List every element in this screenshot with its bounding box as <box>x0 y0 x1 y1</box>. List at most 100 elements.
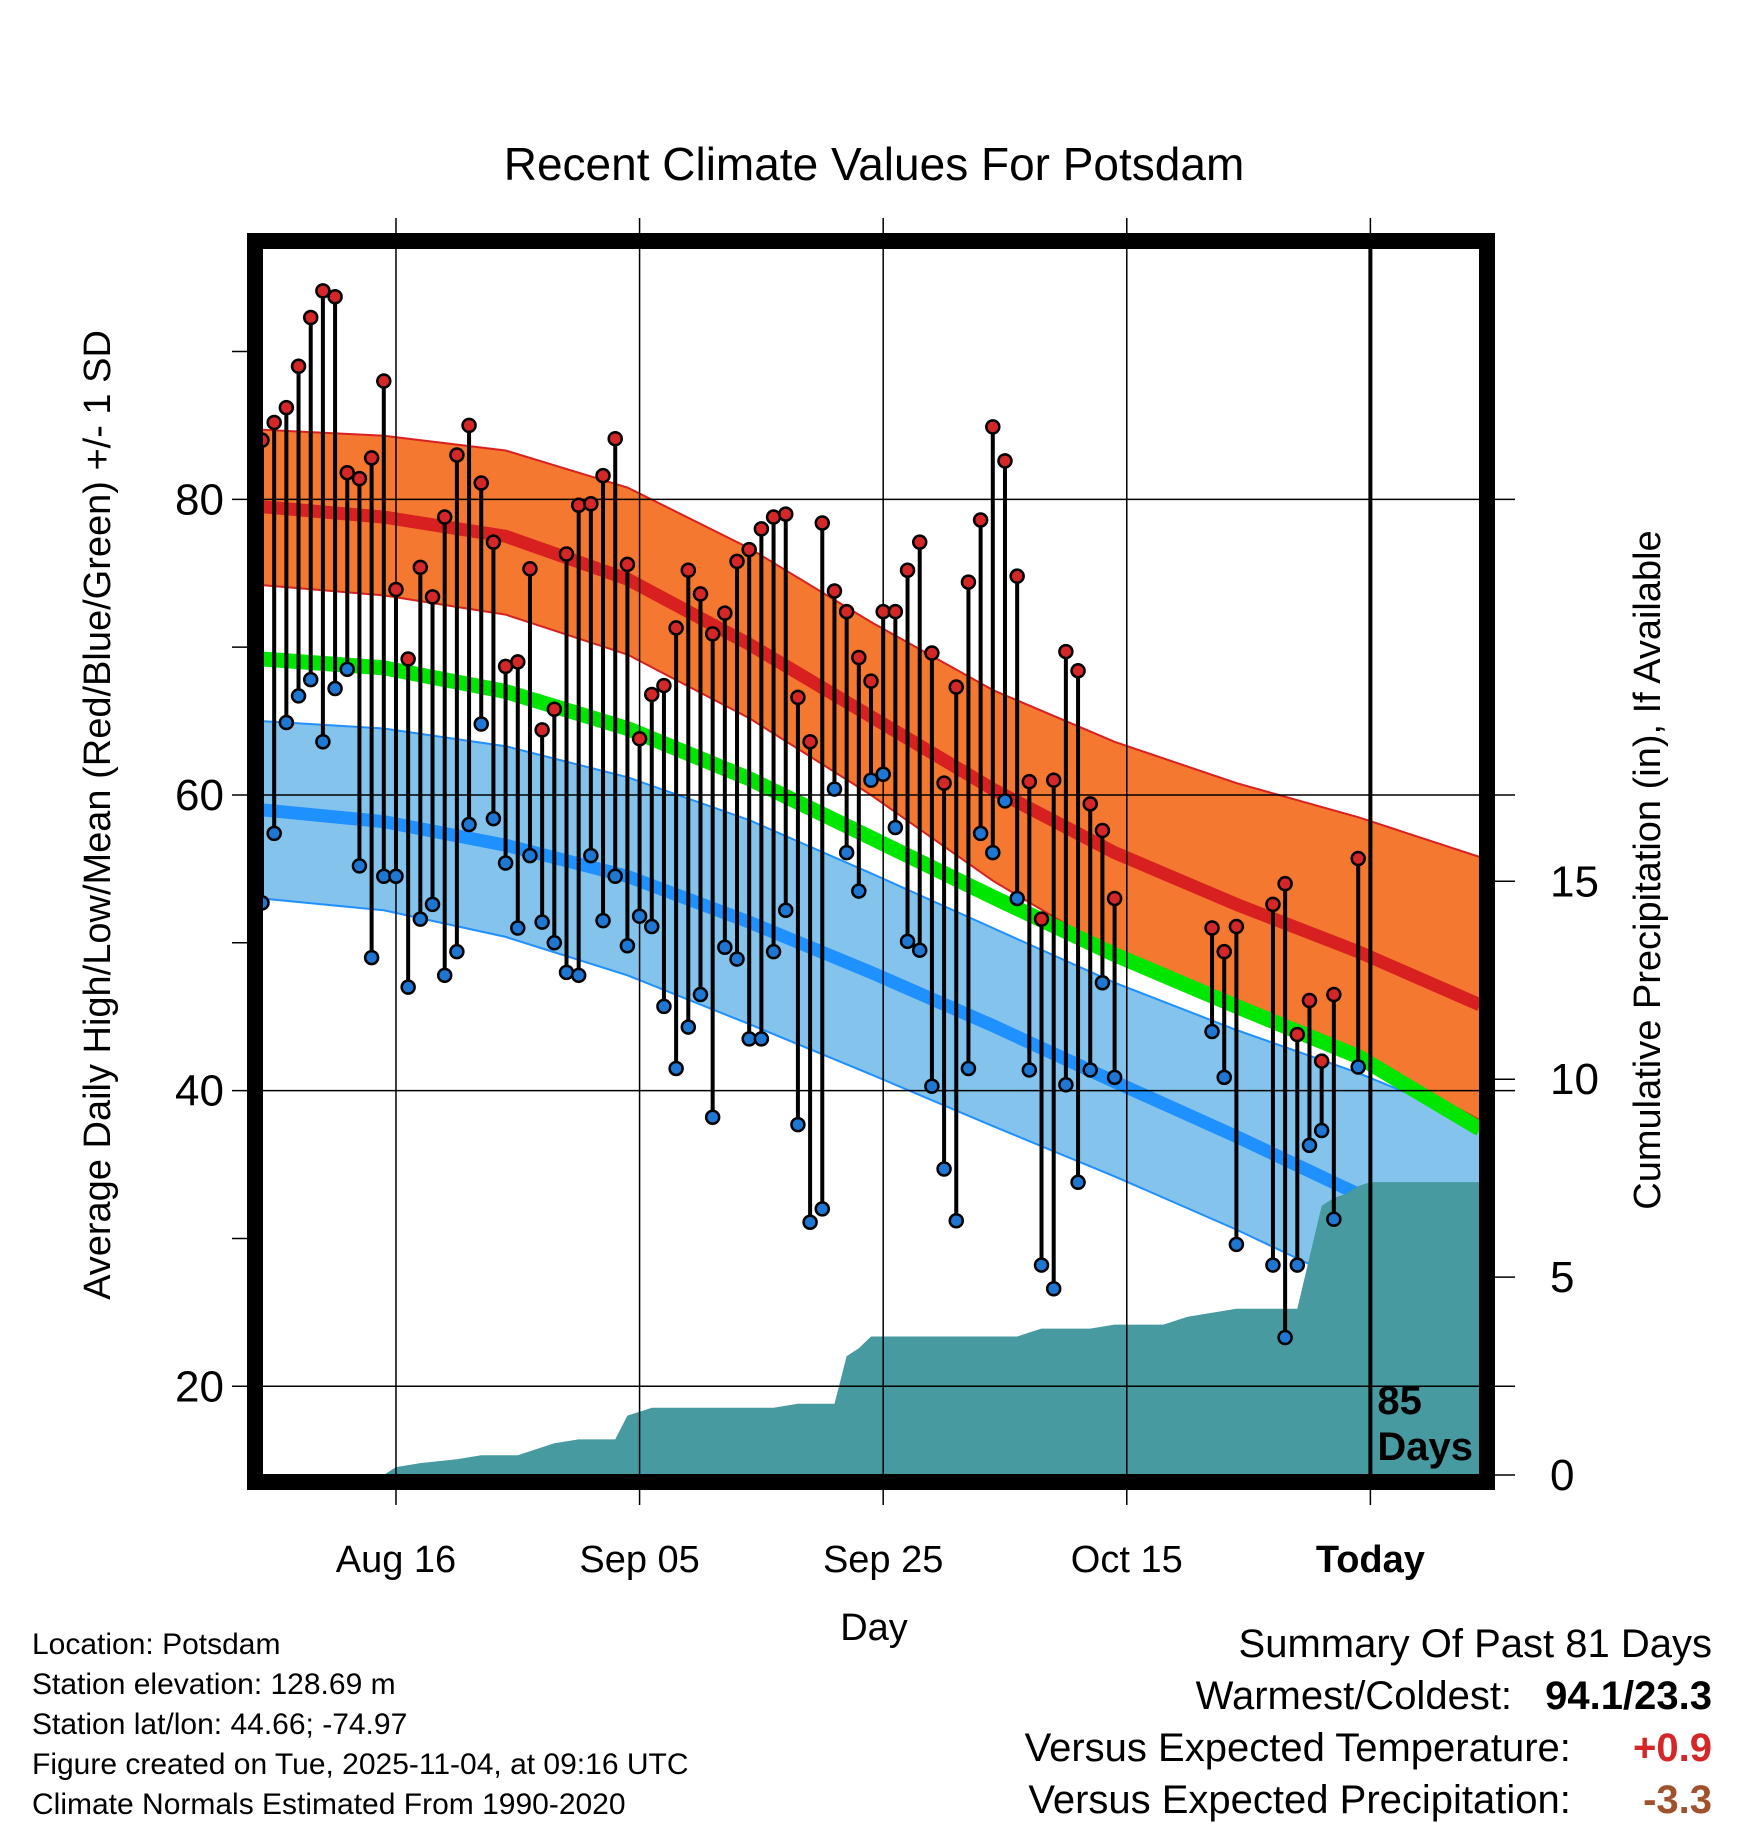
daily-high-point <box>1313 1053 1330 1069</box>
info-location: Location: Potsdam <box>32 1628 281 1661</box>
daily-low-point <box>668 1060 684 1077</box>
daily-high-point <box>753 521 770 537</box>
daily-high-point <box>704 626 721 642</box>
info-latlon: Station lat/lon: 44.66; -74.97 <box>32 1708 408 1741</box>
daily-low-point <box>1058 1076 1074 1093</box>
summary-precip-value: -3.3 <box>1643 1778 1712 1822</box>
daily-high-point <box>948 679 965 695</box>
daily-high-point <box>436 509 453 525</box>
daily-high-point <box>1228 918 1245 935</box>
y-tick-label: 60 <box>175 771 224 820</box>
daily-low-point <box>570 967 587 984</box>
daily-low-point <box>777 902 794 919</box>
daily-low-point <box>1106 1069 1123 1086</box>
daily-high-point <box>911 534 928 550</box>
daily-low-point <box>583 847 599 864</box>
daily-low-point <box>436 967 453 984</box>
daily-high-point <box>1265 896 1281 913</box>
daily-high-point <box>765 509 782 525</box>
daily-low-point <box>461 816 477 833</box>
daily-low-point <box>485 810 502 827</box>
daily-high-point <box>412 559 429 576</box>
daily-low-point <box>1265 1257 1281 1273</box>
daily-low-point <box>363 949 380 966</box>
daily-low-point <box>1082 1062 1098 1078</box>
y2-axis-label: Cumulative Precipitation (in), If Availa… <box>1627 530 1669 1209</box>
daily-high-point <box>290 358 307 375</box>
y2-tick-label: 15 <box>1550 857 1599 906</box>
daily-low-point <box>339 661 356 678</box>
precip-area <box>262 1182 1480 1475</box>
x-tick-label: Oct 15 <box>1071 1539 1183 1581</box>
daily-high-point <box>1009 568 1025 584</box>
daily-high-point <box>997 453 1013 469</box>
daily-low-point <box>619 938 636 954</box>
daily-high-point <box>473 475 489 491</box>
daily-high-point <box>400 651 416 667</box>
daily-high-point <box>899 562 916 579</box>
plot-area: 20 40 60 80 0 5 10 15 Aug 16 Sep 05 Sep 25 Oct 15 To… <box>175 218 1599 1581</box>
daily-low-point <box>729 951 745 967</box>
daily-low-point <box>863 772 879 788</box>
daily-high-point <box>595 467 611 484</box>
daily-high-point <box>583 495 599 512</box>
daily-high-point <box>887 603 904 620</box>
daily-high-point <box>1058 643 1074 660</box>
x-tick-label: Sep 25 <box>823 1539 943 1581</box>
daily-high-point <box>972 512 989 528</box>
daily-low-point <box>631 908 648 924</box>
daily-high-point <box>985 419 1001 435</box>
daily-high-point <box>278 399 295 416</box>
today-days-count: 85 <box>1377 1379 1422 1423</box>
daily-low-point <box>595 912 611 929</box>
summary-temp: Versus Expected Temperature: +0.9 <box>1025 1726 1712 1771</box>
daily-low-point <box>1021 1062 1038 1078</box>
daily-low-point <box>1301 1137 1318 1154</box>
daily-high-point <box>266 414 282 431</box>
daily-high-point <box>315 283 331 299</box>
x-tick-label: Aug 16 <box>336 1539 456 1581</box>
daily-low-point <box>266 825 282 842</box>
daily-high-point <box>717 605 733 621</box>
daily-low-point <box>972 825 989 842</box>
y-tick-label: 40 <box>175 1067 224 1116</box>
daily-low-point <box>814 1201 831 1217</box>
daily-high-point <box>692 586 709 602</box>
daily-low-point <box>802 1214 818 1230</box>
daily-low-point <box>388 868 404 885</box>
daily-low-point <box>875 766 891 783</box>
daily-low-point <box>753 1031 770 1047</box>
daily-high-point <box>546 701 563 717</box>
daily-high-point <box>826 583 843 599</box>
daily-high-point <box>790 689 806 706</box>
daily-low-point <box>717 939 733 955</box>
daily-high-point <box>1326 986 1342 1003</box>
daily-high-point <box>534 722 550 738</box>
y-tick-label: 80 <box>175 475 224 524</box>
info-elevation: Station elevation: 128.69 m <box>32 1668 396 1701</box>
daily-low-point <box>412 911 429 927</box>
y-axis-label: Average Daily High/Low/Mean (Red/Blue/Gr… <box>77 330 119 1300</box>
daily-high-point <box>1070 663 1086 679</box>
daily-high-point <box>449 447 465 463</box>
daily-low-point <box>692 986 709 1003</box>
daily-high-point <box>777 506 794 522</box>
daily-low-point <box>911 942 928 958</box>
daily-high-point <box>960 574 977 590</box>
daily-low-point <box>510 920 526 936</box>
daily-low-point <box>546 935 563 951</box>
daily-low-point <box>1070 1174 1086 1191</box>
daily-high-point <box>631 731 648 747</box>
x-tick-label: Sep 05 <box>579 1539 699 1581</box>
daily-high-point <box>558 546 575 562</box>
y-tick-label: 20 <box>175 1362 224 1411</box>
daily-high-point <box>351 470 368 487</box>
daily-low-point <box>1277 1329 1293 1346</box>
daily-low-point <box>1033 1257 1050 1273</box>
daily-low-point <box>704 1109 721 1125</box>
daily-low-point <box>400 979 416 995</box>
daily-low-point <box>424 896 441 913</box>
daily-low-point <box>522 847 538 864</box>
daily-high-point <box>302 309 319 326</box>
